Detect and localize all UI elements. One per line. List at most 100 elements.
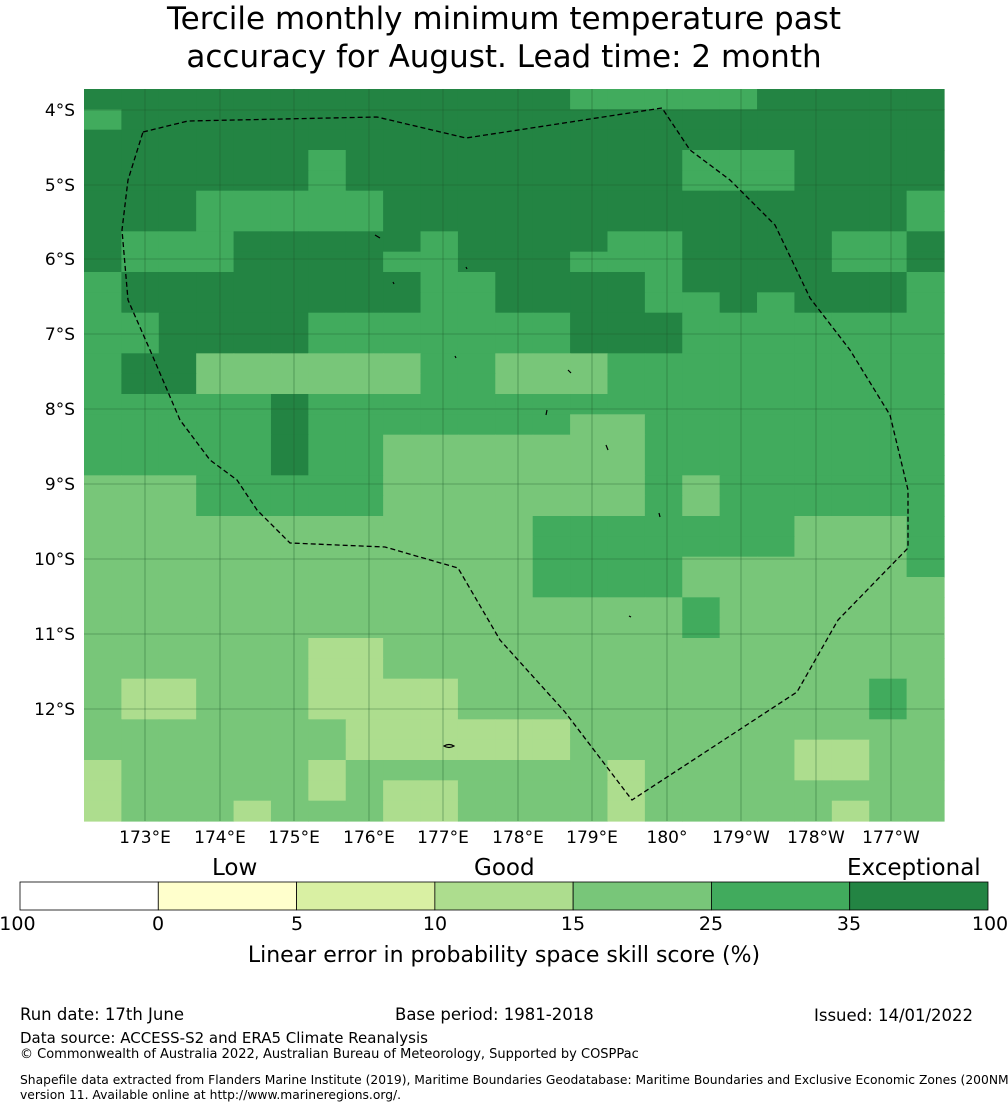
skill-cell — [308, 231, 347, 253]
colorbar-tick: 100 — [971, 913, 1008, 935]
skill-cell — [495, 89, 534, 110]
skill-cell — [495, 150, 534, 171]
skill-cell — [84, 739, 122, 761]
skill-cell — [794, 719, 833, 741]
skill-cell — [233, 780, 272, 802]
skill-cell — [906, 292, 945, 314]
skill-cell — [570, 414, 609, 436]
skill-cell — [869, 434, 908, 456]
skill-cell — [270, 170, 309, 192]
skill-cell — [233, 190, 272, 212]
skill-cell — [607, 475, 646, 497]
skill-cell — [84, 251, 122, 273]
skill-cell — [570, 272, 609, 293]
skill-cell — [233, 678, 272, 700]
skill-cell — [383, 129, 422, 151]
skill-cell — [457, 170, 496, 192]
skill-cell — [158, 638, 197, 659]
skill-cell — [270, 617, 309, 639]
skill-cell — [794, 577, 833, 598]
skill-cell — [457, 394, 496, 415]
skill-cell — [345, 760, 384, 781]
skill-cell — [233, 251, 272, 273]
skill-cell — [308, 719, 347, 741]
skill-cell — [532, 414, 571, 436]
skill-cell — [532, 394, 571, 415]
skill-cell — [345, 455, 384, 476]
skill-cell — [383, 251, 422, 273]
skill-cell — [270, 780, 309, 802]
skill-cell — [420, 231, 459, 253]
skill-cell — [607, 231, 646, 253]
skill-cell — [794, 556, 833, 578]
skill-cell — [420, 760, 459, 781]
chart-title: Tercile monthly minimum temperature past… — [0, 0, 1008, 76]
skill-cell — [121, 211, 160, 232]
skill-cell — [757, 353, 796, 375]
skill-cell — [84, 190, 122, 212]
skill-cell — [233, 719, 272, 741]
skill-cell — [532, 312, 571, 334]
skill-cell — [831, 617, 870, 639]
skill-cell — [495, 536, 534, 558]
skill-cell — [607, 719, 646, 741]
skill-cell — [196, 190, 235, 212]
skill-cell — [831, 739, 870, 761]
skill-cell — [495, 333, 534, 354]
skill-cell — [420, 434, 459, 456]
skill-cell — [233, 373, 272, 395]
skill-cell — [84, 434, 122, 456]
skill-cell — [457, 353, 496, 375]
skill-cell — [869, 678, 908, 700]
skill-cell — [532, 89, 571, 110]
skill-cell — [121, 414, 160, 436]
skill-cell — [121, 231, 160, 253]
skill-cell — [121, 638, 160, 659]
skill-cell — [719, 170, 758, 192]
skill-cell — [869, 577, 908, 598]
skill-cell — [233, 556, 272, 578]
skill-cell — [308, 658, 347, 680]
skill-cell — [757, 780, 796, 802]
skill-cell — [308, 394, 347, 415]
skill-cell — [383, 170, 422, 192]
skill-cell — [607, 556, 646, 578]
skill-cell — [121, 780, 160, 802]
skill-cell — [457, 333, 496, 354]
skill-cell — [644, 455, 683, 476]
skill-cell — [831, 251, 870, 273]
skill-cell — [719, 272, 758, 293]
skill-cell — [308, 89, 347, 110]
skill-cell — [457, 760, 496, 781]
skill-cell — [682, 577, 721, 598]
skill-cell — [158, 577, 197, 598]
skill-cell — [831, 170, 870, 192]
skill-cell — [270, 536, 309, 558]
skill-cell — [682, 536, 721, 558]
skill-cell — [121, 394, 160, 415]
skill-cell — [383, 414, 422, 436]
skill-cell — [420, 800, 459, 822]
skill-cell — [532, 455, 571, 476]
skill-cell — [719, 129, 758, 151]
skill-cell — [644, 719, 683, 741]
longitude-label: 179°W — [712, 828, 770, 848]
skill-cell — [495, 312, 534, 334]
skill-cell — [383, 434, 422, 456]
skill-cell — [457, 312, 496, 334]
skill-cell — [345, 800, 384, 822]
skill-cell — [757, 170, 796, 192]
colorbar-segment — [711, 881, 851, 911]
skill-cell — [121, 597, 160, 619]
skill-cell — [570, 516, 609, 537]
skill-cell — [457, 373, 496, 395]
skill-cell — [270, 800, 309, 822]
skill-cell — [757, 129, 796, 151]
skill-cell — [84, 800, 122, 822]
skill-cell — [869, 475, 908, 497]
skill-cell — [420, 455, 459, 476]
skill-cell — [607, 455, 646, 476]
skill-cell — [270, 150, 309, 171]
skill-cell — [719, 89, 758, 110]
